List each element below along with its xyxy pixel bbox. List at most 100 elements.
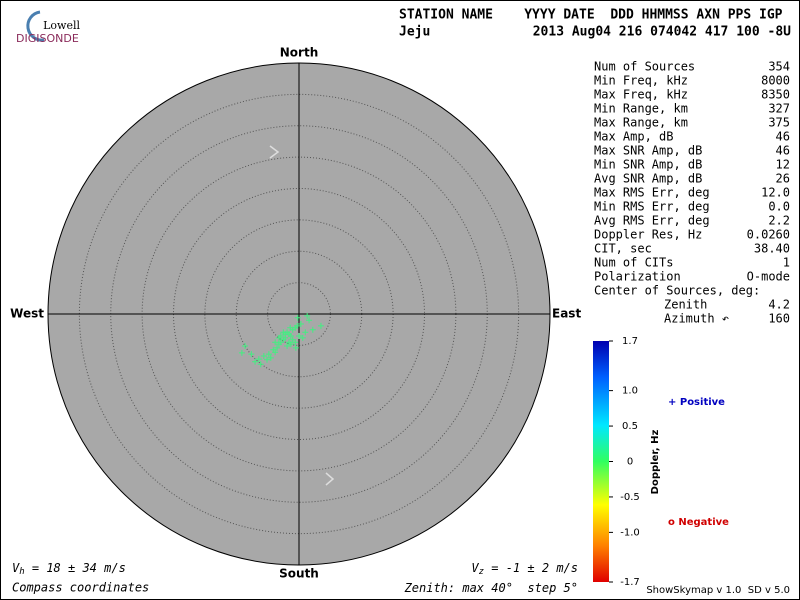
stat-label: Min Range, km: [594, 102, 688, 116]
colorbar: [593, 341, 609, 582]
direction-label: South: [279, 567, 319, 581]
stat-value: 0.0260: [747, 228, 790, 242]
source-point: [257, 361, 264, 368]
source-point: [260, 353, 267, 360]
stat-value: 26: [776, 172, 790, 186]
zenith-part: 5: [564, 581, 571, 595]
source-point: [252, 358, 259, 365]
stat-label: Azimuth ↶: [664, 312, 729, 326]
chevron: [325, 472, 335, 486]
colorbar-tick-label: 0.5: [622, 421, 638, 432]
stat-label: Max RMS Err, deg: [594, 186, 710, 200]
stat-value: 375: [768, 116, 790, 130]
source-point: [272, 349, 279, 356]
velocity-text: = -1 ± 2 m/s: [484, 561, 578, 575]
source-point: [294, 322, 301, 329]
legend-positive: + Positive: [668, 397, 725, 408]
stat-label: Min RMS Err, deg: [594, 200, 710, 214]
stat-label: Min SNR Amp, dB: [594, 158, 702, 172]
colorbar-label: Doppler, Hz: [650, 430, 661, 495]
source-point: [280, 329, 287, 336]
stat-label: Num of CITs: [594, 256, 673, 270]
zenith-part: 40: [491, 581, 505, 595]
source-point: [294, 314, 301, 321]
stat-value: O-mode: [747, 270, 790, 284]
colorbar-tick-label: 0: [627, 457, 633, 468]
colorbar-tick-label: 1.7: [622, 336, 638, 347]
source-point: [263, 356, 270, 363]
source-point: [287, 324, 294, 331]
source-point: [317, 322, 324, 329]
colorbar-tick-label: -1.7: [620, 577, 640, 588]
stat-value: 4.2: [768, 298, 790, 312]
version: ShowSkymap v 1.0 SD v 5.0: [646, 585, 790, 596]
source-point: [287, 341, 294, 348]
direction-label: North: [280, 46, 318, 60]
source-point: [296, 332, 302, 339]
source-point: [248, 351, 255, 358]
zenith-part: °: [506, 581, 513, 595]
source-point: [297, 321, 304, 328]
source-point: [284, 343, 291, 350]
stat-value: 12: [776, 158, 790, 172]
coordinates: Compass coordinates: [12, 581, 149, 595]
source-point: [292, 344, 299, 351]
source-point: [289, 336, 296, 343]
stat-value: 8350: [761, 88, 790, 102]
velocity: Vh = 18 ± 34 m/s: [12, 561, 126, 577]
station-name: Jeju: [399, 25, 430, 40]
stat-label: Polarization: [594, 270, 681, 284]
velocity-symbol: V: [12, 561, 20, 575]
source-point: [275, 341, 282, 348]
velocity-text: = 18 ± 34 m/s: [25, 561, 126, 575]
velocity-sub: h: [19, 567, 24, 577]
stat-value: 8000: [761, 74, 790, 88]
stat-label: Avg SNR Amp, dB: [594, 172, 702, 186]
colorbar-tick-label: 1.0: [622, 386, 638, 397]
stat-value: 327: [768, 102, 790, 116]
source-point: [306, 317, 313, 324]
stat-value: 354: [768, 60, 790, 74]
stat-value: 12.0: [761, 186, 790, 200]
velocity-sub: z: [479, 567, 484, 577]
source-point: [272, 339, 279, 346]
chevron: [269, 145, 280, 159]
stat-label: Max Freq, kHz: [594, 88, 688, 102]
source-point: [280, 336, 287, 343]
skymap: North South East West: [10, 46, 581, 581]
source-point: [309, 326, 316, 333]
colorbar-tick-label: -0.5: [620, 492, 640, 503]
stat-value: 0.0: [768, 200, 790, 214]
velocity-symbol: V: [471, 561, 479, 575]
stat-label: Max Range, km: [594, 116, 688, 130]
direction-label: East: [552, 307, 581, 321]
source-point: [292, 339, 299, 346]
colorbar-tick-label: -1.0: [620, 527, 640, 538]
source-point: [275, 334, 282, 341]
stat-label: Zenith: [664, 298, 707, 312]
logo-arc: [26, 10, 45, 42]
direction-label: West: [10, 307, 44, 321]
header-labels: STATION NAME YYYY DATE DDD HHMMSS AXN PP…: [399, 8, 783, 23]
stat-value: 1: [783, 256, 790, 270]
zenith-part: Zenith: max: [404, 581, 492, 595]
stat-label: Avg RMS Err, deg: [594, 214, 710, 228]
source-point: [267, 354, 274, 361]
zenith-part: °: [571, 581, 578, 595]
stat-label: CIT, sec: [594, 242, 652, 256]
velocity: Vz = -1 ± 2 m/s: [471, 561, 578, 577]
stat-value: 160: [768, 312, 790, 326]
source-point: [242, 343, 249, 350]
header-info: 2013 Aug04 216 074042 417 100 -8U: [533, 25, 791, 40]
stat-heading: Center of Sources, deg:: [594, 284, 760, 298]
stat-label: Max SNR Amp, dB: [594, 144, 702, 158]
stat-value: 38.40: [754, 242, 790, 256]
zenith-caption: Zenith: max 40° step 5°: [404, 581, 578, 595]
stat-label: Min Freq, kHz: [594, 74, 688, 88]
source-point: [302, 329, 309, 336]
source-point: [255, 356, 262, 363]
stat-label: Num of Sources: [594, 60, 695, 74]
source-point: [287, 332, 294, 339]
source-point: [299, 334, 306, 341]
zenith-part: step: [513, 581, 564, 595]
